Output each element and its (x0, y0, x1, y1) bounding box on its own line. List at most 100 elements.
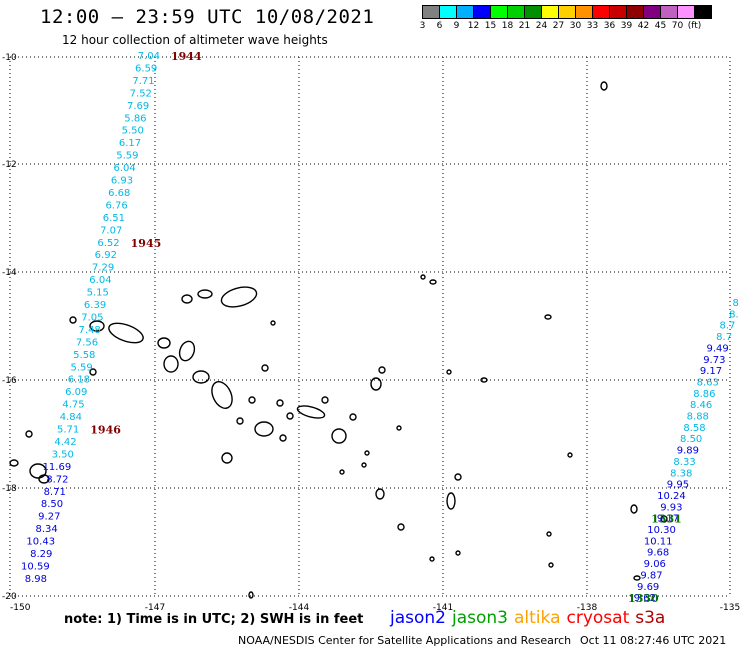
island (375, 488, 385, 500)
colorbar-label: 39 (620, 21, 633, 31)
wave-height-label: 9.17 (657, 514, 679, 525)
wave-height-label: 9.17 (700, 366, 722, 377)
island (429, 556, 435, 562)
wave-height-label: 8.98 (25, 574, 47, 585)
island (29, 463, 47, 479)
island (567, 452, 573, 458)
island (248, 396, 256, 404)
island (446, 492, 456, 510)
wave-height-label: 5.86 (124, 113, 146, 124)
wave-height-label: 8. (732, 298, 740, 309)
wave-height-label: 9.49 (707, 343, 729, 354)
wave-height-label: 9.06 (644, 559, 666, 570)
island (157, 337, 171, 349)
island (349, 413, 357, 421)
wave-height-label: 8.7 (719, 321, 735, 332)
wave-height-label: 10.59 (21, 561, 50, 572)
track-time-label: 1330 (628, 592, 659, 605)
wave-height-label: 11.69 (43, 462, 72, 473)
island (197, 289, 213, 299)
lat-tick-label: -14 (2, 268, 17, 278)
wave-height-label: 9.93 (660, 502, 682, 513)
wave-height-label: 8.72 (46, 474, 68, 485)
island (378, 366, 386, 374)
footer-organization: NOAA/NESDIS Center for Satellite Applica… (238, 634, 572, 647)
island (211, 381, 233, 409)
island (296, 405, 326, 419)
wave-height-label: 6.92 (95, 250, 117, 261)
island (286, 412, 294, 420)
island (163, 355, 179, 373)
lon-tick-label: -144 (289, 603, 310, 613)
island (25, 430, 33, 438)
wave-height-label: 8. (729, 309, 739, 320)
colorbar-legend: 3 6 9 12 15 18 21 24 27 30 33 36 39 42 45 70 (ft) (420, 5, 712, 31)
track-time-label: 1945 (131, 237, 162, 250)
wave-height-label: 9.73 (703, 355, 725, 366)
colorbar-label: 36 (603, 21, 616, 31)
wave-height-label: 8.88 (687, 412, 709, 423)
wave-height-label: 6.09 (65, 387, 87, 398)
wave-height-label: 4.42 (54, 437, 76, 448)
island (69, 316, 77, 324)
lat-tick-label: -10 (2, 53, 17, 63)
lon-tick-label: -147 (145, 603, 165, 613)
wave-height-label: 8.50 (680, 434, 702, 445)
lat-tick-label: -12 (2, 160, 17, 170)
page-title: 12:00 — 23:59 UTC 10/08/2021 (40, 6, 375, 28)
colorbar-label: 9 (453, 21, 460, 31)
colorbar-label: 21 (518, 21, 531, 31)
island (370, 377, 382, 391)
satellite-altika: altika (514, 608, 561, 628)
track-time-label: 1944 (171, 50, 202, 63)
island (455, 550, 461, 556)
island (89, 368, 97, 376)
page-subtitle: 12 hour collection of altimeter wave hei… (62, 33, 328, 47)
wave-height-label: 5.71 (57, 425, 79, 436)
wave-height-label: 9.69 (637, 582, 659, 593)
island (600, 81, 608, 91)
island (660, 515, 668, 523)
wave-height-label: 3.50 (52, 449, 74, 460)
island (630, 504, 638, 514)
wave-height-label: 6.59 (135, 63, 157, 74)
wave-height-label: 10.30 (647, 525, 676, 536)
wave-height-label: 10.24 (657, 491, 686, 502)
colorbar-label: 24 (535, 21, 548, 31)
island (89, 320, 105, 332)
units-note: note: 1) Time is in UTC; 2) SWH is in fe… (64, 612, 364, 627)
colorbar-label: 42 (637, 21, 650, 31)
island (276, 399, 284, 407)
wave-height-label: 8.46 (690, 400, 712, 411)
wave-height-label: 7.52 (130, 88, 152, 99)
colorbar-label: 33 (586, 21, 599, 31)
colorbar-label: 70 (671, 21, 684, 31)
wave-height-label: 7.29 (92, 263, 114, 274)
wave-height-label: 8.34 (35, 524, 57, 535)
lat-tick-label: -20 (2, 592, 17, 602)
colorbar-label: 15 (484, 21, 497, 31)
island (279, 434, 287, 442)
island (331, 428, 347, 444)
wave-height-label: 6.18 (68, 375, 90, 386)
wave-height-label: 5.58 (73, 350, 95, 361)
colorbar-label: 45 (654, 21, 667, 31)
island (361, 462, 367, 468)
island (429, 279, 437, 285)
island (321, 396, 329, 404)
wave-height-label: 9.27 (38, 512, 60, 523)
lon-tick-label: -141 (433, 603, 453, 613)
island (396, 425, 402, 431)
island (480, 377, 488, 383)
wave-height-label: 8.7 (716, 332, 732, 343)
island (546, 531, 552, 537)
satellite-jason3: jason3 (452, 608, 508, 628)
colorbar-labels: 3 6 9 12 15 18 21 24 27 30 33 36 39 42 45 70 (ft) (420, 21, 711, 31)
wave-height-label: 8.63 (697, 377, 719, 388)
wave-height-label: 5.50 (122, 126, 144, 137)
island (397, 523, 405, 531)
wave-height-label: 6.17 (119, 138, 141, 149)
island (108, 322, 144, 344)
wave-height-label: 5.15 (87, 288, 109, 299)
wave-height-label: 8.33 (673, 457, 695, 468)
